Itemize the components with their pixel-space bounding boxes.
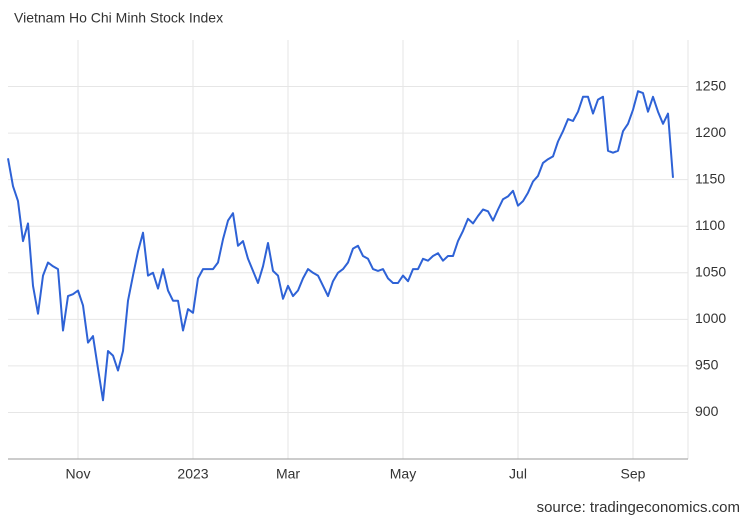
y-tick-label: 1000: [695, 310, 726, 326]
source: source: tradingeconomics.com: [537, 499, 740, 516]
y-tick-label: 1150: [695, 170, 725, 186]
x-tick-label: Sep: [621, 466, 646, 482]
y-tick-label: 1100: [695, 217, 725, 233]
y-tick-label: 900: [695, 403, 719, 419]
y-tick-label: 1200: [695, 124, 726, 140]
chart-title: Vietnam Ho Chi Minh Stock Index: [14, 10, 223, 26]
y-tick-label: 950: [695, 357, 719, 373]
x-tick-label: Jul: [509, 466, 527, 482]
x-tick-label: May: [390, 466, 416, 482]
line: [7, 90, 674, 402]
x-tick-label: 2023: [177, 466, 208, 482]
y-tick-label: 1050: [695, 263, 726, 279]
y-tick-label: 1250: [695, 77, 726, 93]
x-tick-label: Nov: [66, 466, 91, 482]
x-tick-label: Mar: [276, 466, 300, 482]
